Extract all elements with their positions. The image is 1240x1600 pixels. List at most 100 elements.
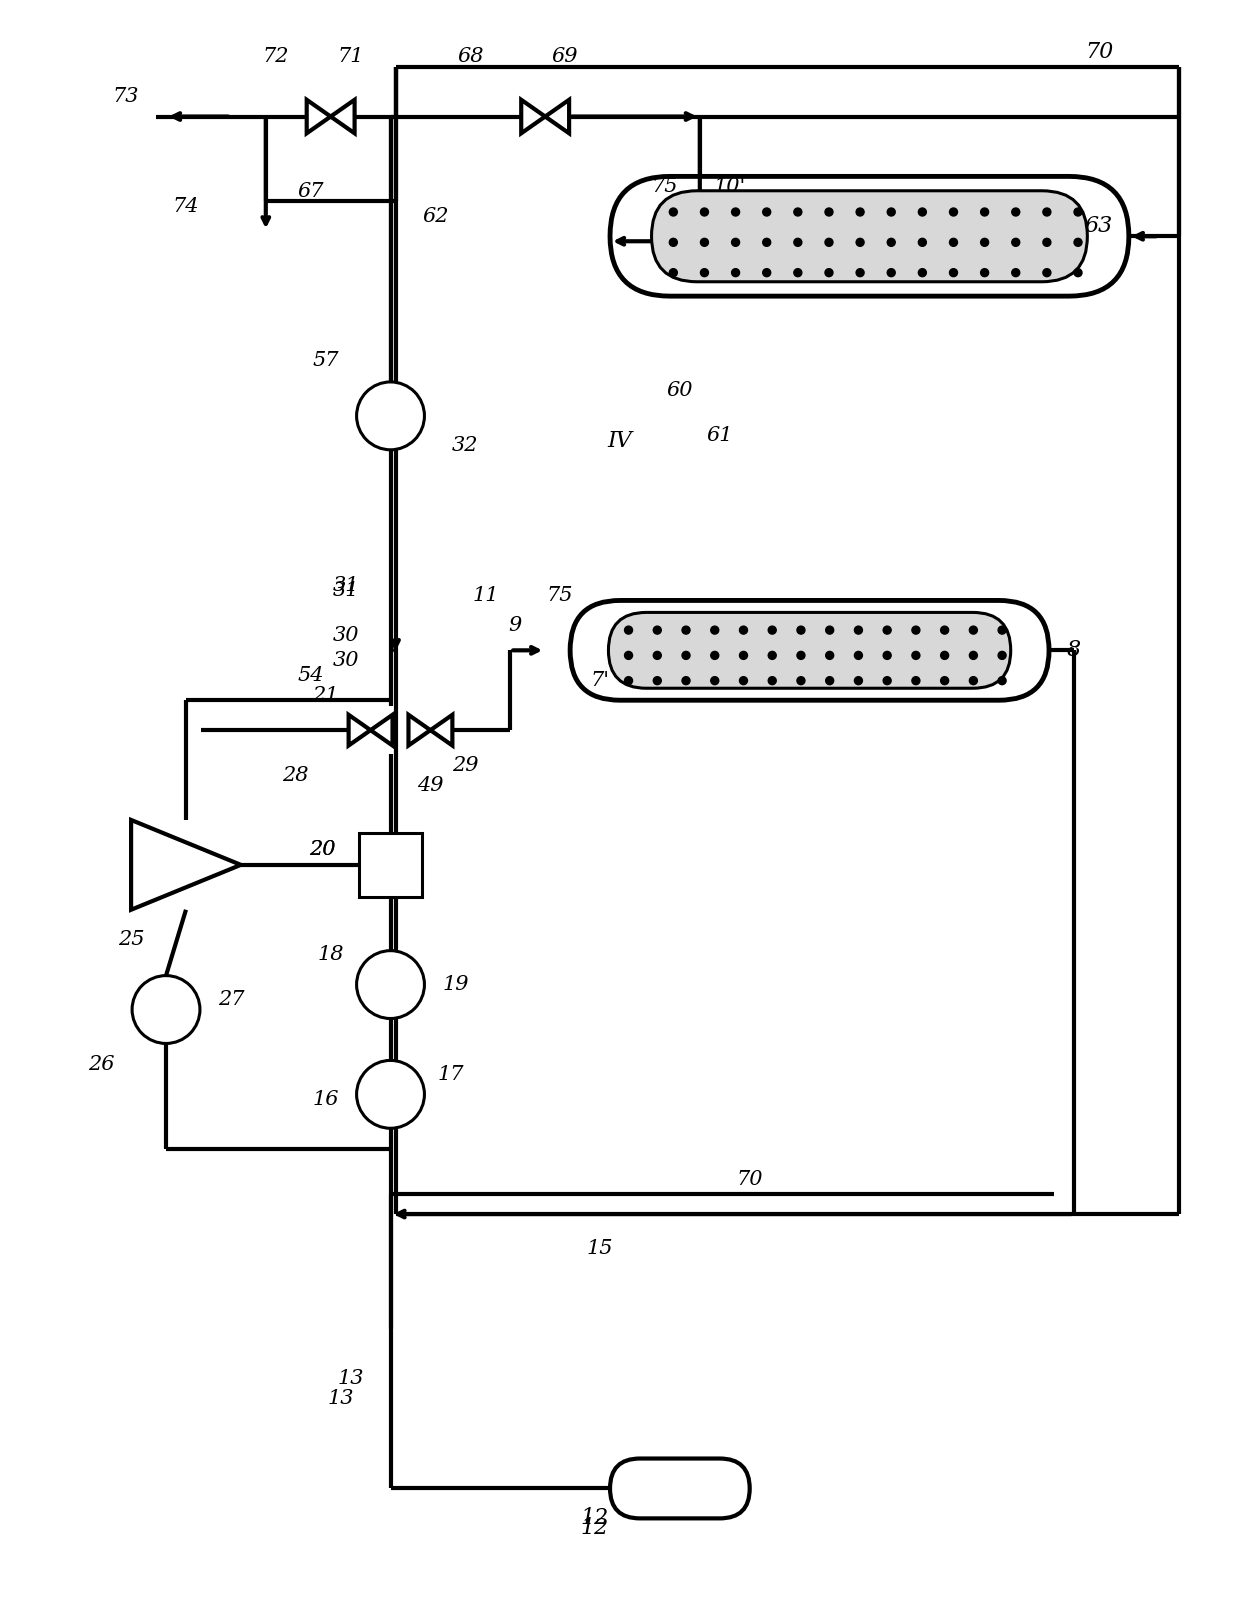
- Circle shape: [856, 269, 864, 277]
- Text: 31: 31: [332, 581, 358, 600]
- Circle shape: [981, 269, 988, 277]
- Circle shape: [911, 677, 920, 685]
- Polygon shape: [131, 819, 241, 910]
- Text: 67: 67: [298, 182, 324, 202]
- Circle shape: [950, 269, 957, 277]
- Circle shape: [826, 677, 833, 685]
- Circle shape: [941, 677, 949, 685]
- Circle shape: [883, 651, 892, 659]
- FancyBboxPatch shape: [651, 190, 1087, 282]
- Text: 49: 49: [417, 776, 444, 795]
- Text: 16: 16: [312, 1090, 339, 1109]
- Text: 7': 7': [590, 670, 610, 690]
- Circle shape: [950, 238, 957, 246]
- Text: 12: 12: [580, 1517, 609, 1539]
- Circle shape: [794, 269, 802, 277]
- Circle shape: [888, 208, 895, 216]
- Text: 26: 26: [88, 1054, 114, 1074]
- Circle shape: [732, 208, 739, 216]
- Circle shape: [625, 677, 632, 685]
- Polygon shape: [371, 715, 393, 746]
- Circle shape: [794, 208, 802, 216]
- FancyBboxPatch shape: [570, 600, 1049, 701]
- Circle shape: [970, 651, 977, 659]
- Text: 13: 13: [327, 1389, 353, 1408]
- Circle shape: [941, 626, 949, 634]
- FancyBboxPatch shape: [609, 613, 1011, 688]
- Text: 29: 29: [453, 755, 479, 774]
- Circle shape: [919, 208, 926, 216]
- Circle shape: [653, 677, 661, 685]
- Circle shape: [981, 238, 988, 246]
- Text: 28: 28: [283, 765, 309, 784]
- Text: 73: 73: [113, 86, 139, 106]
- Circle shape: [769, 677, 776, 685]
- Text: 11: 11: [472, 586, 498, 605]
- Circle shape: [825, 269, 833, 277]
- Circle shape: [883, 677, 892, 685]
- Circle shape: [653, 651, 661, 659]
- Text: 75: 75: [652, 178, 678, 195]
- Circle shape: [732, 238, 739, 246]
- Circle shape: [888, 269, 895, 277]
- Circle shape: [711, 651, 719, 659]
- Text: 75: 75: [547, 586, 573, 605]
- Circle shape: [970, 626, 977, 634]
- Text: 17: 17: [438, 1066, 464, 1083]
- Circle shape: [133, 976, 200, 1043]
- Text: 15: 15: [587, 1240, 614, 1259]
- Text: 70: 70: [1085, 40, 1114, 62]
- Circle shape: [1043, 208, 1050, 216]
- Text: 61: 61: [707, 426, 733, 445]
- Polygon shape: [348, 715, 371, 746]
- Text: 20: 20: [310, 840, 336, 859]
- Circle shape: [701, 238, 708, 246]
- Circle shape: [1012, 208, 1019, 216]
- Text: 31: 31: [332, 576, 358, 595]
- Text: 69: 69: [552, 46, 578, 66]
- Text: 19: 19: [443, 974, 469, 994]
- FancyBboxPatch shape: [610, 176, 1128, 296]
- Circle shape: [883, 626, 892, 634]
- Circle shape: [625, 651, 632, 659]
- Circle shape: [1074, 269, 1083, 277]
- Circle shape: [856, 238, 864, 246]
- Circle shape: [769, 626, 776, 634]
- Circle shape: [701, 269, 708, 277]
- Text: 8: 8: [1066, 640, 1081, 661]
- Circle shape: [797, 651, 805, 659]
- Text: IV: IV: [608, 430, 632, 451]
- Circle shape: [826, 626, 833, 634]
- Text: 68: 68: [458, 46, 484, 66]
- Circle shape: [854, 626, 862, 634]
- Text: 20: 20: [310, 840, 336, 859]
- Text: 62: 62: [422, 206, 449, 226]
- Circle shape: [888, 238, 895, 246]
- Circle shape: [826, 651, 833, 659]
- Circle shape: [739, 626, 748, 634]
- Text: 30: 30: [332, 651, 358, 670]
- Circle shape: [625, 626, 632, 634]
- Circle shape: [711, 626, 719, 634]
- Polygon shape: [546, 99, 569, 133]
- Circle shape: [950, 208, 957, 216]
- Circle shape: [998, 677, 1006, 685]
- Text: 27: 27: [218, 990, 244, 1010]
- Circle shape: [998, 651, 1006, 659]
- Text: 71: 71: [337, 46, 363, 66]
- Circle shape: [1074, 208, 1083, 216]
- Bar: [358, 834, 423, 896]
- Circle shape: [911, 651, 920, 659]
- Circle shape: [670, 269, 677, 277]
- Circle shape: [919, 269, 926, 277]
- Circle shape: [1043, 238, 1050, 246]
- Circle shape: [856, 208, 864, 216]
- Text: 70: 70: [737, 1170, 763, 1189]
- Text: 57: 57: [312, 352, 339, 371]
- Circle shape: [970, 677, 977, 685]
- Circle shape: [1043, 269, 1050, 277]
- Circle shape: [711, 677, 719, 685]
- Text: 21: 21: [312, 686, 339, 704]
- Circle shape: [357, 1061, 424, 1128]
- Text: 32: 32: [453, 437, 479, 456]
